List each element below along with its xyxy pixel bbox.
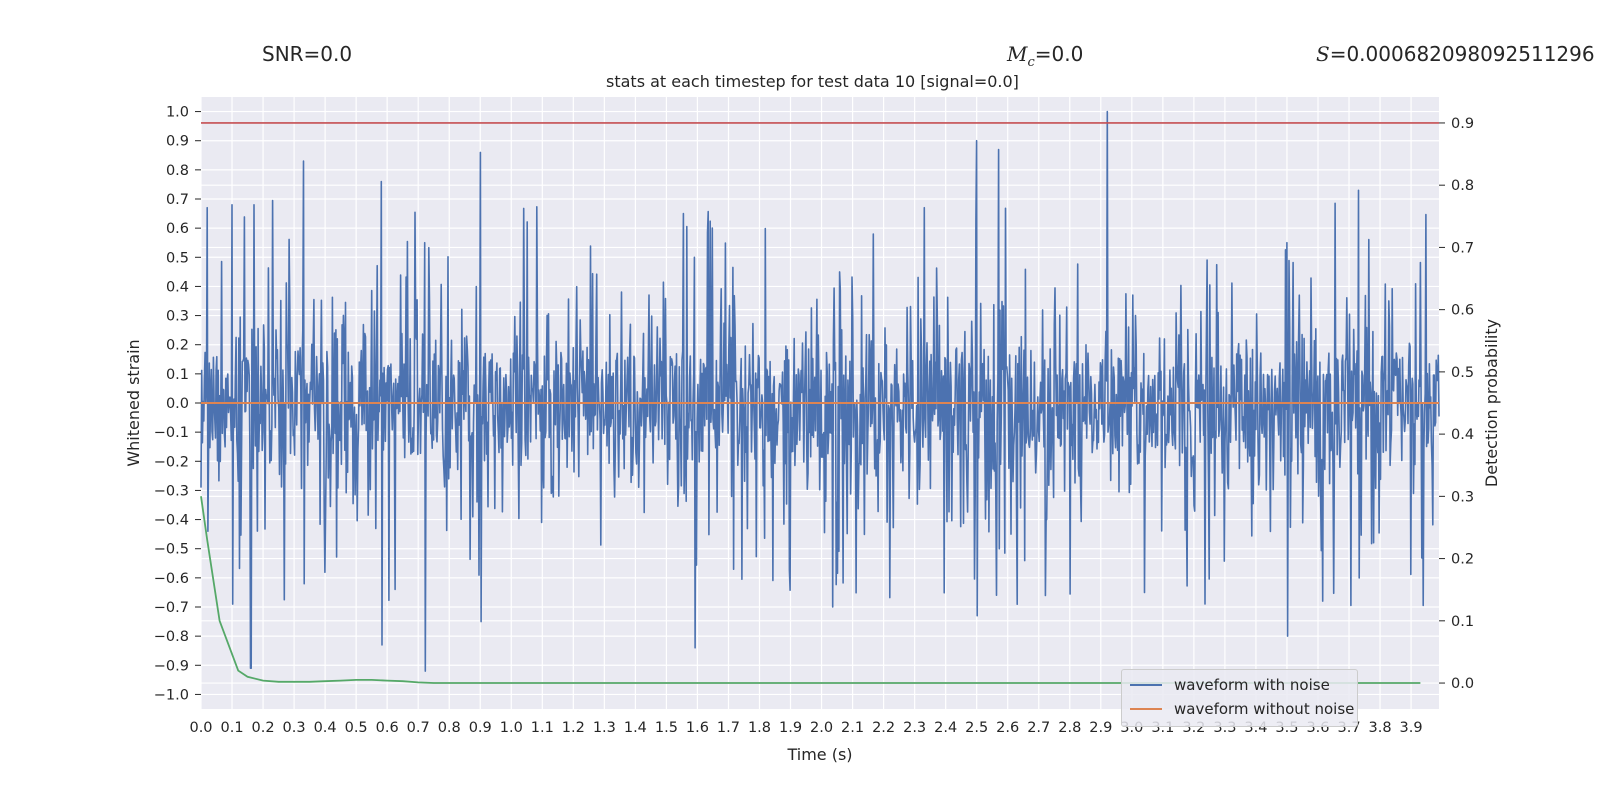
y-tick-label: −0.5 (154, 542, 189, 558)
y-tick-label: 0.0 (166, 396, 189, 412)
x-tick-label: 0.9 (469, 720, 492, 736)
legend-item-clean: waveform without noise (1130, 699, 1354, 719)
y-tick-label: 1.0 (166, 105, 189, 121)
x-tick-label: 2.8 (1058, 720, 1081, 736)
y-tick-label: 0.1 (166, 367, 189, 383)
chirp-mass-subscript: c (1027, 55, 1035, 70)
legend: waveform with noise waveform without noi… (1121, 669, 1358, 727)
y-tick-label: 0.5 (166, 250, 189, 266)
y2-tick-label: 0.8 (1451, 178, 1474, 194)
y2-tick-label: 0.2 (1451, 552, 1474, 568)
x-tick-label: 1.8 (748, 720, 771, 736)
y-tick-label: −0.1 (154, 425, 189, 441)
x-tick-label: 0.1 (220, 720, 243, 736)
x-tick-label: 1.0 (500, 720, 523, 736)
legend-swatch-clean (1130, 708, 1162, 710)
y-tick-label: 0.8 (166, 163, 189, 179)
legend-swatch-noise (1130, 684, 1162, 686)
x-tick-label: 2.3 (903, 720, 926, 736)
y2-tick-label: 0.1 (1451, 614, 1474, 630)
y-tick-label: −0.2 (154, 454, 189, 470)
y-tick-label: 0.2 (166, 338, 189, 354)
y-tick-label: −0.4 (154, 513, 189, 529)
waveform-with-noise-line (200, 110, 1440, 672)
y-tick-label: 0.4 (166, 279, 189, 295)
y2-tick-label: 0.7 (1451, 240, 1474, 256)
y-tick-label: −0.3 (154, 483, 189, 499)
chirp-mass-symbol: M (1007, 42, 1028, 66)
chirp-mass-value: =0.0 (1034, 42, 1084, 66)
x-tick-label: 0.2 (252, 720, 275, 736)
x-tick-label: 1.4 (624, 720, 647, 736)
y-tick-label: −0.7 (154, 600, 189, 616)
legend-label-noise: waveform with noise (1174, 676, 1330, 694)
x-tick-label: 0.8 (438, 720, 461, 736)
x-tick-label: 2.0 (810, 720, 833, 736)
x-tick-label: 2.2 (872, 720, 895, 736)
x-tick-label: 0.5 (345, 720, 368, 736)
y2-tick-label: 0.0 (1451, 676, 1474, 692)
y2-tick-label: 0.6 (1451, 303, 1474, 319)
y-axis-ticks: 1.0 0.9 0.8 0.7 0.6 0.5 0.4 0.3 0.2 0.1 0.0 −0.1 −0.… (154, 105, 201, 703)
y-tick-label: −0.6 (154, 571, 189, 587)
y-axis-label: Whitened strain (124, 339, 143, 466)
y-tick-label: −0.8 (154, 629, 189, 645)
x-tick-label: 3.9 (1400, 720, 1423, 736)
y-tick-label: 0.7 (166, 192, 189, 208)
legend-item-noise: waveform with noise (1130, 675, 1330, 695)
x-axis-label: Time (s) (786, 745, 852, 764)
y-tick-label: 0.9 (166, 134, 189, 150)
legend-label-clean: waveform without noise (1174, 700, 1355, 718)
x-tick-label: 1.7 (717, 720, 740, 736)
x-tick-label: 1.5 (655, 720, 678, 736)
s-statistic-symbol: S (1316, 42, 1330, 66)
x-tick-label: 0.0 (189, 720, 212, 736)
x-tick-label: 2.6 (996, 720, 1019, 736)
snr-label: SNR=0.0 (262, 42, 353, 66)
x-tick-label: 2.5 (965, 720, 988, 736)
y-tick-label: 0.3 (166, 309, 189, 325)
x-tick-label: 1.6 (686, 720, 709, 736)
x-tick-label: 1.1 (531, 720, 554, 736)
x-tick-label: 2.9 (1089, 720, 1112, 736)
chart-title: stats at each timestep for test data 10 … (606, 72, 1019, 91)
chirp-mass-label: Mc=0.0 (1007, 42, 1083, 70)
x-tick-label: 1.9 (779, 720, 802, 736)
y2-axis-label: Detection probability (1482, 319, 1501, 487)
x-tick-label: 3.8 (1369, 720, 1392, 736)
y2-axis-ticks: 0.9 0.8 0.7 0.6 0.5 0.4 0.3 0.2 0.1 0.0 (1439, 116, 1474, 692)
y2-tick-label: 0.4 (1451, 427, 1474, 443)
x-tick-label: 1.2 (562, 720, 585, 736)
s-statistic-value: =0.000682098092511296 (1329, 42, 1595, 66)
y-tick-label: −0.9 (154, 658, 189, 674)
y-tick-label: −1.0 (154, 687, 189, 703)
s-statistic-label: S=0.000682098092511296 (1316, 42, 1600, 66)
x-tick-label: 0.3 (283, 720, 306, 736)
x-tick-label: 2.7 (1027, 720, 1050, 736)
x-tick-label: 0.7 (407, 720, 430, 736)
x-axis-ticks: 0.0 0.1 0.2 0.3 0.4 0.5 0.6 0.7 0.8 0.9 1.0 1.1 1.2 1… (189, 720, 1422, 736)
series-detection-probability (200, 496, 1421, 684)
y2-tick-label: 0.9 (1451, 116, 1474, 132)
series-waveform-with-noise (200, 110, 1440, 672)
x-tick-label: 1.3 (593, 720, 616, 736)
y2-tick-label: 0.3 (1451, 489, 1474, 505)
y2-tick-label: 0.5 (1451, 365, 1474, 381)
detection-probability-line (200, 496, 1421, 684)
y-tick-label: 0.6 (166, 221, 189, 237)
x-tick-label: 0.6 (376, 720, 399, 736)
x-tick-label: 0.4 (314, 720, 337, 736)
x-tick-label: 2.1 (841, 720, 864, 736)
x-tick-label: 2.4 (934, 720, 957, 736)
